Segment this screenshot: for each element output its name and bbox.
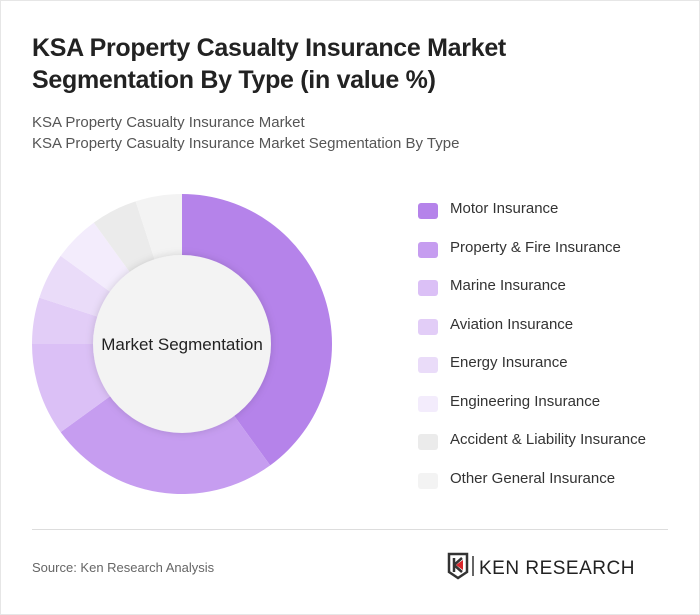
legend-label: Other General Insurance <box>450 469 616 487</box>
source-note: Source: Ken Research Analysis <box>32 560 215 575</box>
legend-label: Accident & Liability Insurance <box>450 431 646 448</box>
divider <box>32 529 668 530</box>
legend-swatch <box>418 357 438 373</box>
legend-label: Aviation Insurance <box>450 315 574 333</box>
donut-chart: Market Segmentation <box>32 194 332 495</box>
legend-swatch <box>418 280 438 296</box>
legend-swatch <box>418 241 438 258</box>
legend-swatch <box>418 434 438 450</box>
legend-swatch <box>418 203 438 219</box>
legend-swatch <box>418 318 438 335</box>
legend-swatch <box>418 472 438 489</box>
chart-title: KSA Property Casualty Insurance Market S… <box>32 34 506 94</box>
legend-label: Motor Insurance <box>450 200 559 217</box>
ken-research-logo: KEN RESEARCH <box>447 552 635 580</box>
center-label: Market Segmentation <box>101 335 263 354</box>
donut-center <box>93 255 271 433</box>
legend-label: Energy Insurance <box>450 354 568 371</box>
legend-label: Engineering Insurance <box>450 392 601 410</box>
chart-subtitle: KSA Property Casualty Insurance Market <box>32 114 305 131</box>
logo-shield-icon <box>447 552 469 580</box>
svg-text:KEN RESEARCH: KEN RESEARCH <box>479 558 635 579</box>
chart-subtitle-2: KSA Property Casualty Insurance Market S… <box>32 135 460 152</box>
legend-label: Marine Insurance <box>450 277 566 294</box>
legend-swatch <box>418 395 438 412</box>
legend-label: Property & Fire Insurance <box>450 238 621 256</box>
